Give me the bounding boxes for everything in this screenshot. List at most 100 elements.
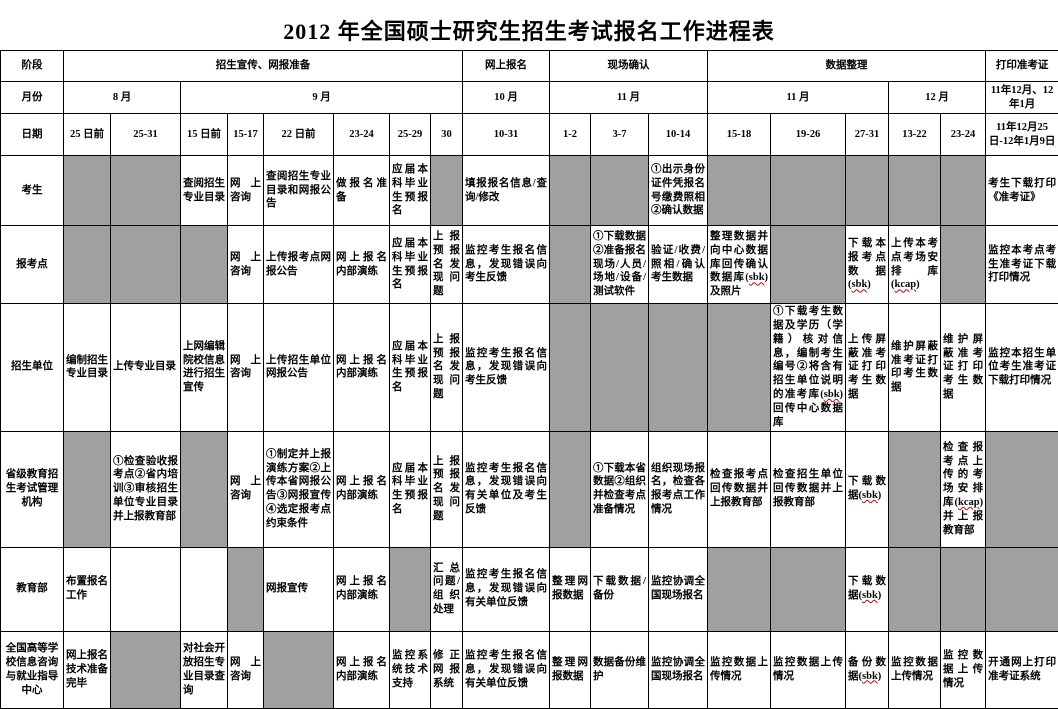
date-cell: 25 日前 bbox=[64, 114, 111, 156]
task-cell: 下载数据(sbk) bbox=[846, 547, 889, 631]
row-header: 省级教育招生考试管理机构 bbox=[1, 431, 64, 547]
date-cell: 23-24 bbox=[334, 114, 390, 156]
date-cell: 15-17 bbox=[228, 114, 264, 156]
task-cell: ①下载本省数据②组织并检查考点准备情况 bbox=[591, 431, 649, 547]
task-cell: 监控协调全国现场报名 bbox=[649, 631, 708, 708]
task-cell: 考生下载打印《准考证》 bbox=[986, 156, 1058, 226]
shaded-cell bbox=[264, 631, 334, 708]
shaded-cell bbox=[111, 226, 181, 304]
date-row-label: 日期 bbox=[1, 114, 64, 156]
task-cell: ①出示身份证件凭报名号缴费照相②确认数据 bbox=[649, 156, 708, 226]
task-cell: 网上报名内部演练 bbox=[334, 226, 390, 304]
task-cell: 监控系统技术支持 bbox=[390, 631, 431, 708]
task-cell bbox=[181, 547, 228, 631]
task-cell: 上传本考点考场安排库(kcap) bbox=[889, 226, 941, 304]
task-cell: 检查报考点回传数据并上报教育部 bbox=[708, 431, 771, 547]
table-body: 考生查阅招生专业目录网上咨询查阅招生专业目录和网报公告做报名准备应届本科毕业生预… bbox=[1, 156, 1058, 709]
task-cell: 填报报名信息/查询/修改 bbox=[463, 156, 550, 226]
db-code: sbk bbox=[862, 590, 878, 601]
task-cell: 下载数据/备份 bbox=[591, 547, 649, 631]
task-cell: 下载数据(sbk) bbox=[846, 431, 889, 547]
shaded-cell bbox=[181, 431, 228, 547]
task-cell: 网上报名内部演练 bbox=[334, 304, 390, 432]
task-cell: 监控数据上传情况 bbox=[889, 631, 941, 708]
stage-cell: 招生宣传、网报准备 bbox=[64, 51, 463, 82]
task-cell: 网上咨询 bbox=[228, 431, 264, 547]
db-code: sbk bbox=[862, 671, 878, 682]
shaded-cell bbox=[986, 547, 1058, 631]
task-cell: 监控本招生单位考生准考证下载打印情况 bbox=[986, 304, 1058, 432]
task-cell: 监控数据上传情况 bbox=[708, 631, 771, 708]
date-cell: 25-31 bbox=[111, 114, 181, 156]
page-title: 2012 年全国硕士研究生招生考试报名工作进程表 bbox=[0, 0, 1058, 50]
shaded-cell bbox=[591, 156, 649, 226]
table-row: 省级教育招生考试管理机构 ①检查验收报考点②省内培训③审核招生单位专业目录并上报教… bbox=[1, 431, 1058, 547]
shaded-cell bbox=[550, 226, 591, 304]
task-cell: 整理数据并向中心数据库回传确认数据库(sbk)及照片 bbox=[708, 226, 771, 304]
date-cell: 27-31 bbox=[846, 114, 889, 156]
shaded-cell bbox=[941, 156, 986, 226]
date-cell: 10-31 bbox=[463, 114, 550, 156]
stage-cell: 打印准考证 bbox=[986, 51, 1058, 82]
shaded-cell bbox=[550, 156, 591, 226]
task-cell: 应届本科毕业生预报名 bbox=[390, 304, 431, 432]
shaded-cell bbox=[889, 547, 941, 631]
date-cell: 11年12月25日-12年1月9日 bbox=[986, 114, 1058, 156]
date-cell: 1-2 bbox=[550, 114, 591, 156]
shaded-cell bbox=[64, 431, 111, 547]
task-cell: 监控考生报名信息，发现错误向有关单位反馈 bbox=[463, 631, 550, 708]
date-cell: 25-29 bbox=[390, 114, 431, 156]
table-row: 考生查阅招生专业目录网上咨询查阅招生专业目录和网报公告做报名准备应届本科毕业生预… bbox=[1, 156, 1058, 226]
task-cell: 验证/收费/照相/确认考生数据 bbox=[649, 226, 708, 304]
task-cell: 汇总问题/组织处理 bbox=[431, 547, 463, 631]
shaded-cell bbox=[550, 304, 591, 432]
task-cell: 上报预报名发现问题 bbox=[431, 431, 463, 547]
shaded-cell bbox=[846, 156, 889, 226]
task-cell: ①检查验收报考点②省内培训③审核招生单位专业目录并上报教育部 bbox=[111, 431, 181, 547]
date-cell: 30 bbox=[431, 114, 463, 156]
db-code: sbk bbox=[824, 389, 840, 400]
stage-cell: 现场确认 bbox=[550, 51, 708, 82]
db-code: sbk bbox=[749, 272, 765, 283]
shaded-cell bbox=[550, 431, 591, 547]
task-cell: 修正网报系统 bbox=[431, 631, 463, 708]
task-cell: 监控考生报名信息，发现错误向考生反馈 bbox=[463, 226, 550, 304]
task-cell: ①制定并上报演练方案②上传本省网报公告③网报宣传④选定报考点约束条件 bbox=[264, 431, 334, 547]
table-row: 报考点网上咨询上传报考点网报公告网上报名内部演练应届本科毕业生预报名上报预报名发… bbox=[1, 226, 1058, 304]
shaded-cell bbox=[771, 226, 846, 304]
date-cell: 13-22 bbox=[889, 114, 941, 156]
task-cell: 应届本科毕业生预报名 bbox=[390, 226, 431, 304]
shaded-cell bbox=[708, 304, 771, 432]
shaded-cell bbox=[591, 304, 649, 432]
shaded-cell bbox=[64, 226, 111, 304]
row-header: 考生 bbox=[1, 156, 64, 226]
task-cell: 上传屏蔽准考证打印考生数据 bbox=[846, 304, 889, 432]
task-cell: 检查招生单位回传数据并上报教育部 bbox=[771, 431, 846, 547]
task-cell: 布置报名工作 bbox=[64, 547, 111, 631]
table-row: 全国高等学校信息咨询与就业指导中心网上报名技术准备完毕对社会开放招生专业目录查询… bbox=[1, 631, 1058, 708]
task-cell: 维护屏蔽准考证打印考生数据 bbox=[941, 304, 986, 432]
task-cell: ①下载数据②准备报名现场/人员/场地/设备/测试软件 bbox=[591, 226, 649, 304]
shaded-cell bbox=[771, 547, 846, 631]
shaded-cell bbox=[390, 547, 431, 631]
task-cell: 数据备份维护 bbox=[591, 631, 649, 708]
shaded-cell bbox=[228, 547, 264, 631]
task-cell: 检查报考点上传的考场安排库(kcap)并上报教育部 bbox=[941, 431, 986, 547]
task-cell: 整理网报数据 bbox=[550, 631, 591, 708]
shaded-cell bbox=[941, 226, 986, 304]
task-cell: 监控考生报名信息，发现错误向考生反馈 bbox=[463, 304, 550, 432]
month-cell: 11 月 bbox=[550, 82, 708, 114]
task-cell: 监控考生报名信息，发现错误向有关单位及考生反馈 bbox=[463, 431, 550, 547]
task-cell: 下载本报考点数据(sbk) bbox=[846, 226, 889, 304]
month-cell: 9 月 bbox=[181, 82, 463, 114]
task-cell: 网上报名技术准备完毕 bbox=[64, 631, 111, 708]
task-cell: 监控数据上传情况 bbox=[771, 631, 846, 708]
shaded-cell bbox=[889, 431, 941, 547]
task-cell: 网上咨询 bbox=[228, 631, 264, 708]
task-cell: 应届本科毕业生预报名 bbox=[390, 156, 431, 226]
date-cell: 3-7 bbox=[591, 114, 649, 156]
task-cell: 网上报名内部演练 bbox=[334, 547, 390, 631]
task-cell: 网上报名内部演练 bbox=[334, 631, 390, 708]
shaded-cell bbox=[986, 431, 1058, 547]
